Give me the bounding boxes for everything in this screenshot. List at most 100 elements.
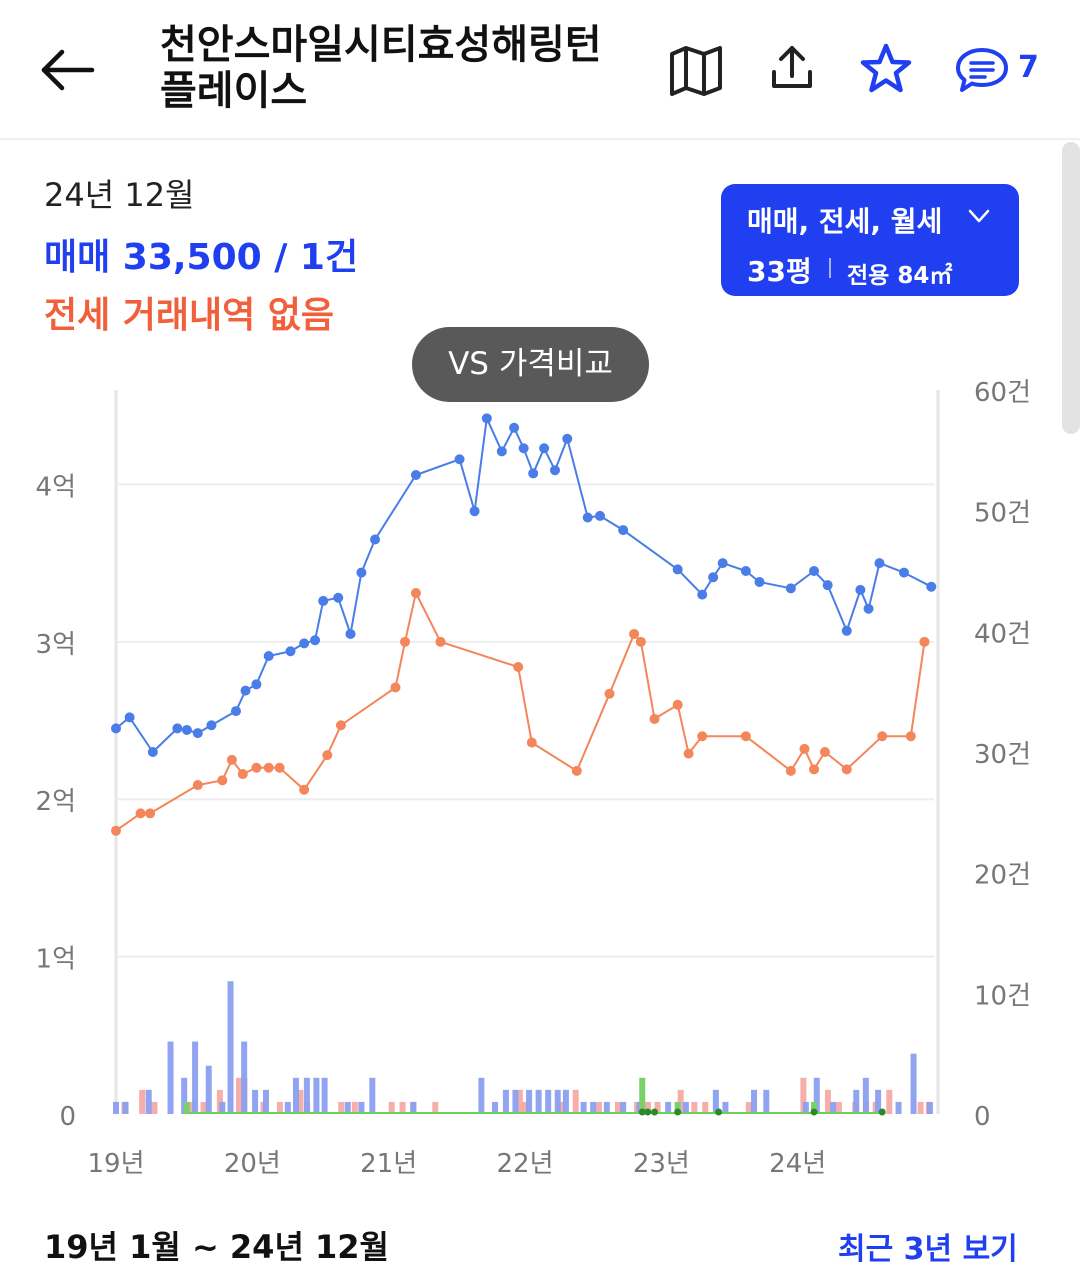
jeonse-price-point[interactable] [400,636,411,647]
sale-price-point[interactable] [809,566,820,576]
sale-price-point[interactable] [356,567,367,578]
sale-price-point[interactable] [899,567,910,578]
sale-price-point[interactable] [310,635,321,646]
sale-price-point[interactable] [333,592,344,603]
sale-price-point[interactable] [370,534,381,545]
sale-price-point[interactable] [549,465,560,476]
sale-price-point[interactable] [618,525,629,536]
jeonse-price-point[interactable] [299,784,310,795]
map-button[interactable] [666,40,726,100]
jeonse-price-point[interactable] [111,825,121,836]
sale-price-point[interactable] [874,558,885,569]
sale-price-point[interactable] [181,724,192,735]
jeonse-price-point[interactable] [145,808,156,819]
jeonse-price-point[interactable] [513,662,524,673]
jeonse-price-point[interactable] [785,765,796,776]
sale-price-point[interactable] [754,577,765,588]
sale-price-point[interactable] [124,712,135,723]
comment-count[interactable]: 7 [1018,50,1039,85]
sale-price-point[interactable] [410,469,421,480]
jeonse-price-point[interactable] [526,737,537,748]
jeonse-price-point[interactable] [809,764,820,775]
jeonse-price-point[interactable] [410,588,421,599]
jeonse-price-point[interactable] [192,780,203,791]
share-button[interactable] [762,40,822,100]
size-pyeong-label: 33평 [747,255,812,288]
sale-price-point[interactable] [785,583,796,594]
sale-price-point[interactable] [841,625,852,636]
sale-price-point[interactable] [582,512,593,523]
sale-price-point[interactable] [240,685,251,696]
price-lines [115,417,932,832]
sale-price-point[interactable] [192,728,203,739]
jeonse-price-point[interactable] [629,628,640,639]
sale-price-point[interactable] [562,433,573,444]
sale-price-point[interactable] [539,443,550,454]
jeonse-price-point[interactable] [877,731,888,742]
sale-price-point[interactable] [528,468,539,479]
sale-price-point[interactable] [206,720,217,731]
sale-price-point[interactable] [299,638,310,649]
sale-price-point[interactable] [672,564,683,575]
sale-price-point[interactable] [481,413,492,424]
jeonse-price-point[interactable] [335,720,346,731]
sale-price-point[interactable] [251,679,262,690]
jeonse-price-point[interactable] [905,731,916,742]
sale-price-point[interactable] [469,506,480,517]
deal-filter-button[interactable]: 매매, 전세, 월세 33평 전용 84㎡ [721,184,1019,296]
sale-price-point[interactable] [147,747,158,757]
sale-price-point[interactable] [740,566,751,576]
back-button[interactable] [36,42,100,98]
sale-price-point[interactable] [518,443,529,454]
jeonse-price-point[interactable] [635,636,646,647]
favorite-button[interactable] [856,40,916,100]
sale-price-point[interactable] [263,650,274,661]
jeonse-price-point[interactable] [263,762,274,773]
jeonse-price-point[interactable] [274,762,285,773]
sale-volume-bar [763,1089,770,1114]
comment-button[interactable] [952,40,1012,100]
jeonse-price-point[interactable] [322,750,333,761]
sale-price-point[interactable] [318,595,329,606]
jeonse-price-point[interactable] [819,747,830,757]
sale-price-point[interactable] [345,628,356,639]
sale-price-point[interactable] [822,580,833,591]
jeonse-price-point[interactable] [435,636,446,647]
jeonse-price-point[interactable] [135,808,146,819]
sale-price-point[interactable] [855,584,866,595]
y-right-tick-label: 10건 [974,981,1031,1011]
sale-price-point[interactable] [509,422,520,433]
jeonse-price-point[interactable] [740,731,751,742]
jeonse-price-point[interactable] [841,764,852,775]
sale-price-point[interactable] [230,706,241,717]
sale-price-point[interactable] [594,510,605,521]
sale-price-point[interactable] [111,723,121,734]
jeonse-price-point[interactable] [390,682,401,693]
jeonse-price-point[interactable] [649,713,660,724]
jeonse-price-point[interactable] [672,699,683,710]
jeonse-price-point[interactable] [217,775,228,786]
sale-price-point[interactable] [697,589,708,600]
sale-price-point[interactable] [708,572,719,583]
jeonse-price-point[interactable] [919,636,930,647]
sale-price-point[interactable] [863,603,874,614]
jeonse-price-point[interactable] [683,748,694,759]
sale-price-point[interactable] [496,446,507,457]
jeonse-price-point[interactable] [799,743,810,754]
jeonse-price-point[interactable] [571,765,582,776]
price-compare-button[interactable]: VS 가격비교 [412,327,649,402]
jeonse-price-point[interactable] [604,688,615,699]
recent-3y-link[interactable]: 최근 3년 보기 [838,1232,1018,1267]
sale-price-point[interactable] [717,558,728,569]
sale-price-point[interactable] [454,454,465,465]
price-points[interactable] [111,413,937,836]
price-chart[interactable]: 0 1억 2억 3억 4억 0 10건 20건 30건 40건 50건 60건 19년 20년 21년 22년… [0,360,1080,1200]
sale-price-point[interactable] [172,723,183,734]
sale-price-point[interactable] [926,581,937,592]
jeonse-price-point[interactable] [226,754,237,765]
jeonse-price-point[interactable] [697,731,708,742]
jeonse-price-point[interactable] [251,762,262,773]
sale-price-point[interactable] [285,646,296,657]
jeonse-price-point[interactable] [237,769,248,780]
scrollbar-thumb[interactable] [1062,142,1080,434]
